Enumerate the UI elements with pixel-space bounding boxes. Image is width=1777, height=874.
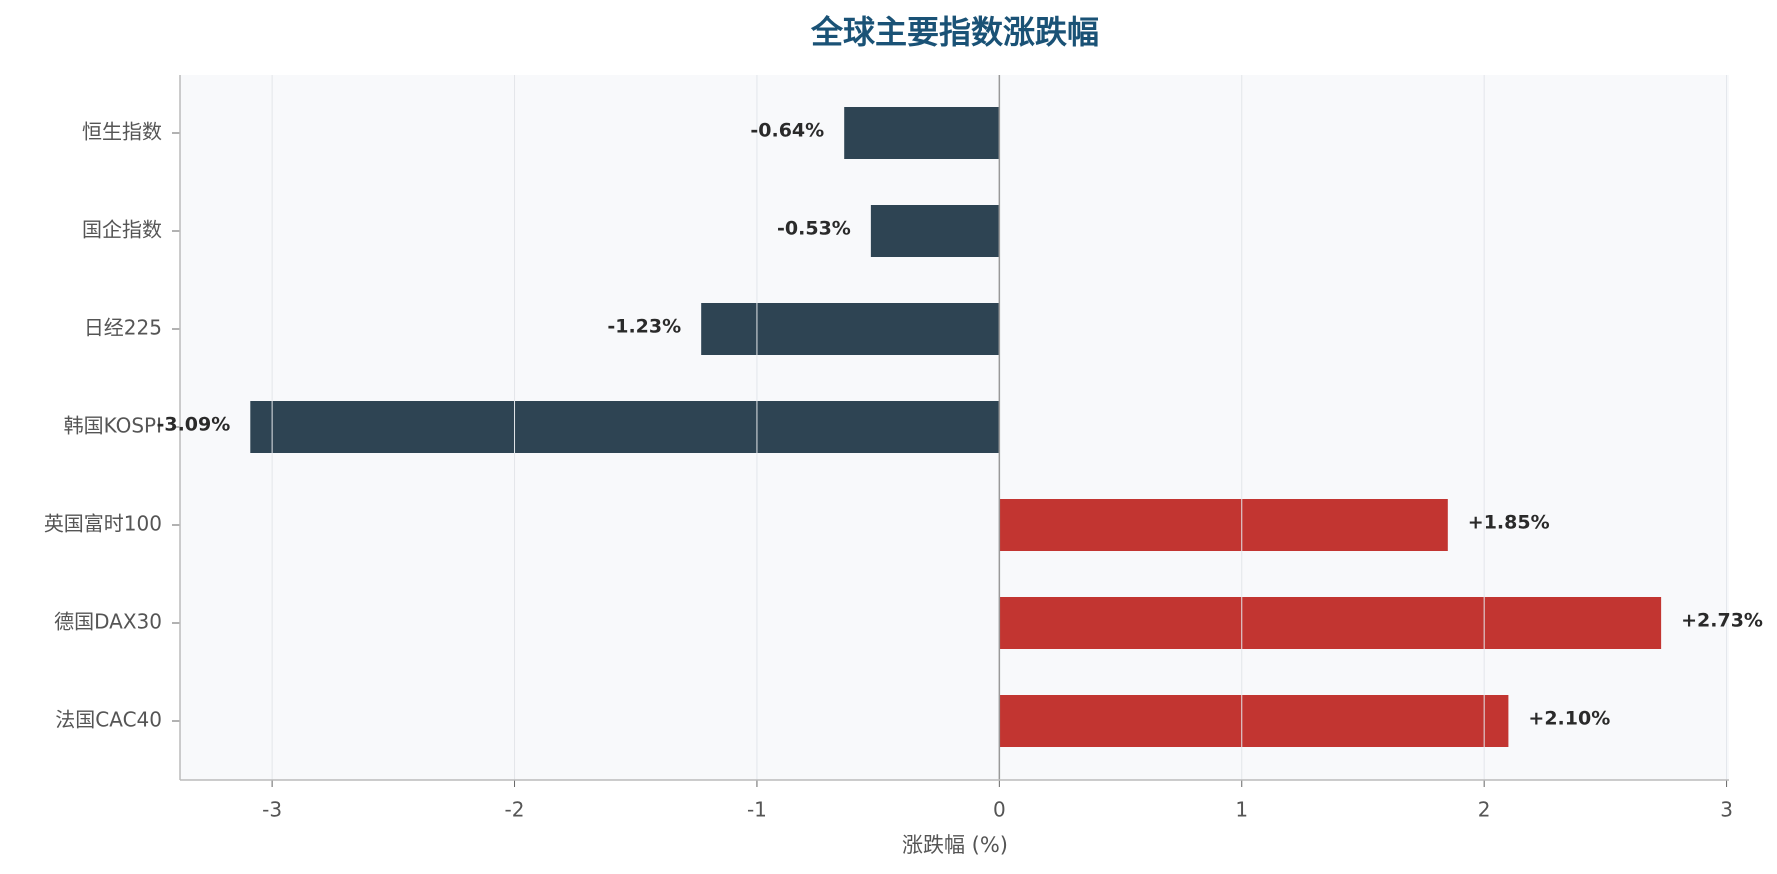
x-tick-label: -3 xyxy=(262,798,282,822)
x-axis-label: 涨跌幅 (%) xyxy=(902,833,1008,857)
x-tick-label: 1 xyxy=(1235,798,1248,822)
bar xyxy=(999,695,1509,747)
value-label: +2.73% xyxy=(1681,610,1763,632)
bar xyxy=(870,205,1000,257)
y-tick-label: 英国富时100 xyxy=(44,512,162,536)
bar xyxy=(844,107,1000,159)
value-label: -1.23% xyxy=(607,316,681,338)
x-tick-label: -1 xyxy=(747,798,767,822)
x-tick-label: 3 xyxy=(1720,798,1733,822)
chart-title: 全球主要指数涨跌幅 xyxy=(810,13,1099,51)
x-tick-label: 2 xyxy=(1478,798,1491,822)
y-tick-label: 日经225 xyxy=(84,316,162,340)
bar xyxy=(999,499,1448,551)
y-tick-label: 德国DAX30 xyxy=(54,610,162,634)
value-label: +1.85% xyxy=(1468,512,1550,534)
y-tick-label: 恒生指数 xyxy=(82,120,162,144)
bar xyxy=(250,401,1000,453)
x-tick-label: 0 xyxy=(993,798,1006,822)
x-tick-label: -2 xyxy=(505,798,525,822)
y-tick-label: 韩国KOSPI xyxy=(64,414,162,438)
value-label: -3.09% xyxy=(156,414,230,436)
value-label: -0.64% xyxy=(750,120,824,142)
y-tick-label: 国企指数 xyxy=(82,218,162,242)
value-label: -0.53% xyxy=(777,218,851,240)
bar xyxy=(999,597,1662,649)
value-label: +2.10% xyxy=(1528,708,1610,730)
y-tick-label: 法国CAC40 xyxy=(55,708,162,732)
bar xyxy=(701,303,1000,355)
